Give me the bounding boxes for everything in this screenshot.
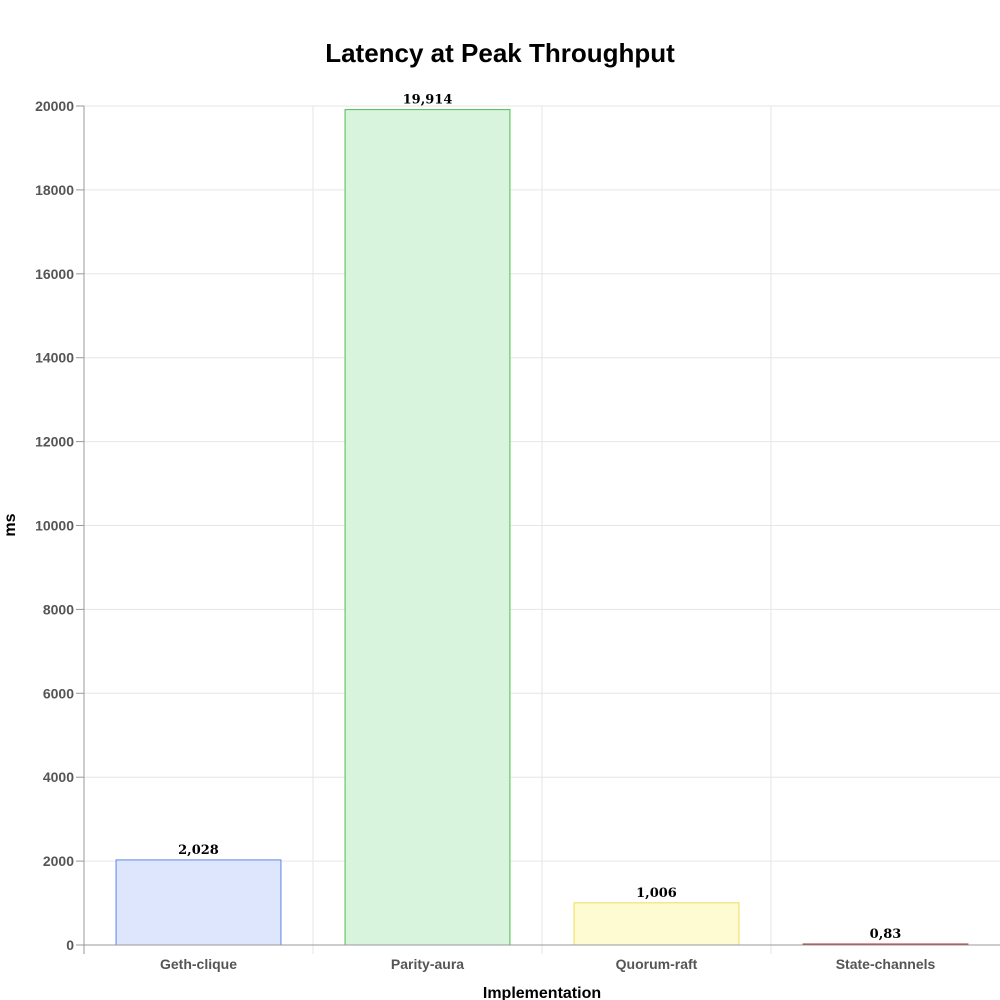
bar-quorum-raft bbox=[573, 902, 740, 946]
y-tick-label: 6000 bbox=[43, 685, 74, 701]
y-tick-label: 10000 bbox=[35, 518, 74, 534]
bar-parity-aura bbox=[344, 109, 511, 946]
bar-geth-clique bbox=[115, 859, 282, 946]
x-axis-title: Implementation bbox=[483, 985, 601, 1000]
y-axis-title: ms bbox=[2, 513, 19, 536]
y-tick-label: 2000 bbox=[43, 853, 74, 869]
grid bbox=[84, 105, 1000, 946]
y-tick-label: 12000 bbox=[35, 434, 74, 450]
data-label: 1,006 bbox=[636, 886, 677, 901]
chart-title: Latency at Peak Throughput bbox=[325, 38, 675, 68]
data-label: 0,83 bbox=[870, 927, 902, 942]
y-tick-label: 20000 bbox=[35, 98, 74, 114]
data-label: 19,914 bbox=[403, 93, 453, 108]
bars bbox=[115, 109, 969, 946]
y-tick-label: 14000 bbox=[35, 350, 74, 366]
y-tick-label: 0 bbox=[66, 937, 74, 953]
y-tick-label: 8000 bbox=[43, 601, 74, 617]
x-tick-label: Parity-aura bbox=[391, 956, 464, 972]
y-tick-label: 4000 bbox=[43, 769, 74, 785]
x-tick-label: Quorum-raft bbox=[616, 956, 698, 972]
axes bbox=[76, 105, 1000, 954]
y-tick-label: 16000 bbox=[35, 266, 74, 282]
x-tick-label: State-channels bbox=[836, 956, 936, 972]
labels: 0 2000 4000 6000 8000 10000 12000 14000 16000 180… bbox=[35, 93, 935, 972]
y-tick-label: 18000 bbox=[35, 182, 74, 198]
x-tick-label: Geth-clique bbox=[160, 956, 237, 972]
data-label: 2,028 bbox=[178, 843, 219, 858]
